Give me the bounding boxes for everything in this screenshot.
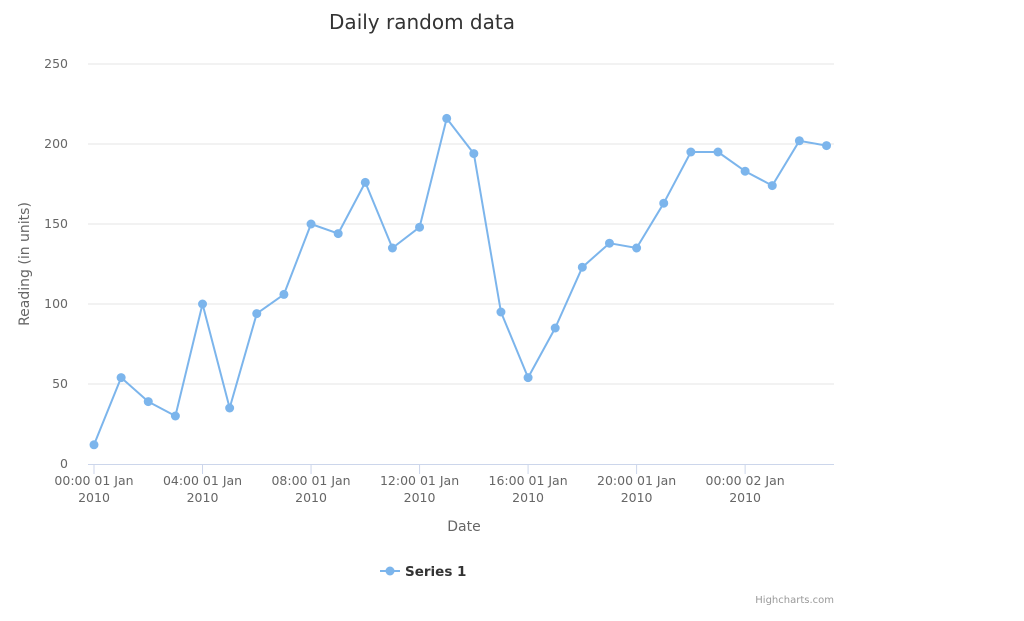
data-point[interactable] (198, 299, 208, 309)
y-tick-label: 150 (44, 216, 68, 231)
series-layer (89, 113, 832, 450)
x-tick-label: 20:00 01 Jan 2010 (597, 473, 676, 505)
data-point[interactable] (686, 147, 696, 157)
data-point[interactable] (604, 238, 614, 248)
y-tick-label: 100 (44, 296, 68, 311)
x-axis-ticks (93, 464, 746, 474)
x-axis-tick-labels: 00:00 01 Jan 2010 04:00 01 Jan 2010 08:00 01… (54, 473, 784, 505)
x-axis-title: Date (447, 519, 480, 535)
data-point[interactable] (143, 397, 153, 407)
legend-series-marker[interactable] (385, 566, 395, 576)
x-tick-label: 04:00 01 Jan 2010 (163, 473, 242, 505)
chart-title: Daily random data (329, 10, 515, 34)
data-point[interactable] (713, 147, 723, 157)
legend-series-1-label[interactable]: Series 1 (405, 564, 466, 580)
data-point[interactable] (333, 229, 343, 239)
credits-link[interactable]: Highcharts.com (755, 595, 834, 606)
data-point[interactable] (116, 373, 126, 383)
y-tick-label: 200 (44, 136, 68, 151)
data-point[interactable] (415, 222, 425, 232)
data-point[interactable] (469, 149, 479, 159)
data-point[interactable] (252, 309, 262, 319)
data-point[interactable] (306, 219, 316, 229)
y-axis-title: Reading (in units) (17, 202, 33, 326)
x-tick-label: 12:00 01 Jan 2010 (380, 473, 459, 505)
y-tick-label: 50 (52, 376, 68, 391)
data-point[interactable] (170, 411, 180, 421)
data-point[interactable] (360, 177, 370, 187)
data-point[interactable] (225, 403, 235, 413)
data-point[interactable] (89, 440, 99, 450)
series-line[interactable] (93, 117, 828, 446)
legend[interactable]: Series 1 (380, 564, 466, 580)
data-point[interactable] (794, 136, 804, 146)
grid-lines (88, 63, 834, 385)
data-point[interactable] (822, 141, 832, 151)
data-point[interactable] (387, 243, 397, 253)
x-tick-label: 00:00 01 Jan 2010 (54, 473, 133, 505)
data-point[interactable] (577, 262, 587, 272)
data-point[interactable] (442, 113, 452, 123)
y-tick-label: 0 (60, 456, 68, 471)
data-point[interactable] (523, 373, 533, 383)
x-tick-label: 00:00 02 Jan 2010 (706, 473, 785, 505)
x-tick-label: 08:00 01 Jan 2010 (271, 473, 350, 505)
x-tick-label: 16:00 01 Jan 2010 (489, 473, 568, 505)
data-point[interactable] (740, 166, 750, 176)
data-point[interactable] (767, 181, 777, 191)
data-point[interactable] (659, 198, 669, 208)
data-point[interactable] (496, 307, 506, 317)
y-axis-tick-labels: 0 50 100 150 200 250 (44, 56, 68, 471)
data-point[interactable] (632, 243, 642, 253)
data-point[interactable] (550, 323, 560, 333)
data-point[interactable] (279, 289, 289, 299)
y-tick-label: 250 (44, 56, 68, 71)
